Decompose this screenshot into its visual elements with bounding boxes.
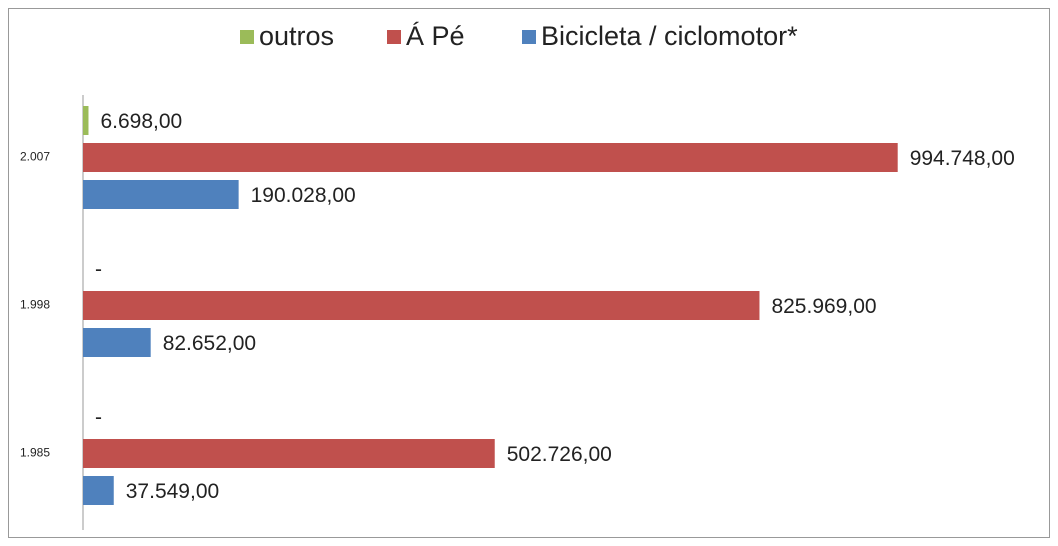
value-label: 994.748,00 [910,147,1015,170]
legend-label: Bicicleta / ciclomotor* [541,21,798,51]
bar [83,439,495,468]
value-label: 190.028,00 [251,184,356,207]
legend-label: Á Pé [406,21,465,51]
bar [83,106,89,135]
bar [83,291,760,320]
bar [83,476,114,505]
legend-swatch [522,30,536,44]
bar [83,143,898,172]
bar [83,180,239,209]
legend-swatch [387,30,401,44]
value-label: 825.969,00 [771,295,876,318]
value-label: 82.652,00 [163,332,256,355]
category-label: 1.985 [20,446,50,460]
category-label: 1.998 [20,298,50,312]
value-label: 6.698,00 [100,110,182,133]
legend-label: outros [259,21,334,51]
category-label: 2.007 [20,150,50,164]
value-label: - [95,406,102,429]
value-label: 37.549,00 [126,480,219,503]
value-label: 502.726,00 [507,443,612,466]
legend-swatch [240,30,254,44]
value-label: - [95,258,102,281]
bar [83,328,151,357]
